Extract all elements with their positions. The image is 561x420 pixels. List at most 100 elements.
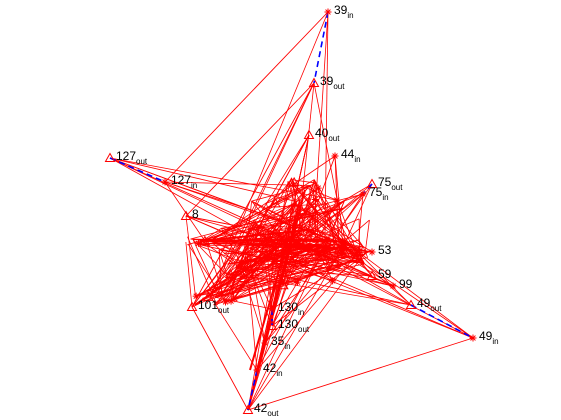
node-star-marker [469,334,477,342]
edge-346 [283,245,340,278]
filler-star-marker [192,292,200,300]
filler-triangle-marker [265,248,277,259]
node-number: 44 [341,147,355,161]
node-subscript: out [298,325,310,334]
filler-star-marker [329,277,337,285]
edge-321 [301,258,360,280]
edge-257 [206,247,248,292]
edge-340 [283,259,363,278]
edge-6 [313,82,348,248]
node-subscript: out [328,134,340,143]
edge-83 [191,245,325,308]
node-label-n130out: 130out [278,317,310,334]
filler-star-marker [314,184,322,192]
node-number: 130 [278,317,298,331]
node-triangle-marker [303,129,315,139]
edge-360 [264,193,364,344]
node-subscript: in [284,342,290,351]
pair-link-1 [109,157,166,183]
edge-348 [230,239,241,302]
node-triangle-marker [186,301,198,311]
edge-336 [295,241,344,252]
node-star-marker [331,152,339,160]
node-number: 49 [479,329,493,343]
node-subscript: in [382,193,388,202]
node-number: 75 [378,175,392,189]
node-triangle-marker [104,152,116,162]
node-number: 42 [254,401,268,415]
edge-81 [185,241,193,308]
filler-star-marker [338,247,346,255]
node-label-n44in: 44in [341,147,361,164]
edge-78 [247,252,366,411]
filler-triangle-marker [203,291,214,301]
edges-layer [109,11,474,411]
edge-56 [251,265,273,310]
pair-link-3 [247,369,258,411]
node-label-n35in: 35in [271,334,291,351]
filler-triangle-marker [224,268,236,279]
filler-star-marker [231,295,239,303]
filler-star-marker [262,237,270,245]
node-label-n75in: 75in [369,185,389,202]
filler-triangle-marker [248,219,260,229]
edge-181 [290,179,343,242]
edge-338 [214,246,314,298]
node-subscript: in [276,369,282,378]
edge-339 [233,222,279,299]
node-number: 39 [334,3,348,17]
node-subscript: out [391,183,403,192]
edge-51 [283,276,412,306]
edge-157 [211,239,267,269]
edge-356 [185,215,474,339]
filler-star-marker [195,239,203,247]
edge-322 [278,242,331,246]
edge-312 [192,239,220,297]
edge-341 [296,179,315,245]
node-triangle-marker [366,270,378,280]
node-label-n59: 59 [378,267,392,281]
filler-star-marker [227,297,235,305]
node-triangle-marker [180,210,192,220]
edge-250 [254,182,295,279]
edge-17 [109,157,297,202]
edge-347 [240,201,298,265]
edge-327 [322,200,345,255]
edge-342 [295,203,363,261]
edge-369 [249,249,286,371]
edge-355 [191,306,249,411]
node-number: 59 [378,267,392,281]
node-subscript: in [354,155,360,164]
node-star-marker [389,282,397,290]
edge-353 [191,82,315,308]
node-subscript: out [333,82,345,91]
node-label-n75out: 75out [378,175,403,192]
node-subscript: out [136,157,148,166]
node-triangle-marker [308,77,320,87]
node-star-marker [261,339,269,347]
filler-triangle-marker [339,247,351,258]
node-subscript: in [347,11,353,20]
edge-20 [164,181,310,186]
node-label-n42out: 42out [254,401,279,418]
node-triangle-marker [242,404,254,414]
filler-triangle-marker [286,177,297,187]
filler-triangle-marker [238,272,249,283]
node-number: 127 [116,149,136,163]
node-number: 53 [378,243,392,257]
node-label-n127in: 127in [171,173,197,190]
edge-32 [190,193,364,240]
edge-335 [225,205,318,303]
edge-151 [200,239,255,279]
filler-star-marker [333,196,341,204]
node-label-n39out: 39out [320,74,345,91]
edge-368 [199,229,311,242]
node-star-marker [268,305,276,313]
node-number: 40 [315,126,329,140]
filler-triangle-marker [278,279,289,290]
edge-333 [227,224,255,266]
edge-354 [247,337,474,411]
filler-star-marker [333,253,341,261]
